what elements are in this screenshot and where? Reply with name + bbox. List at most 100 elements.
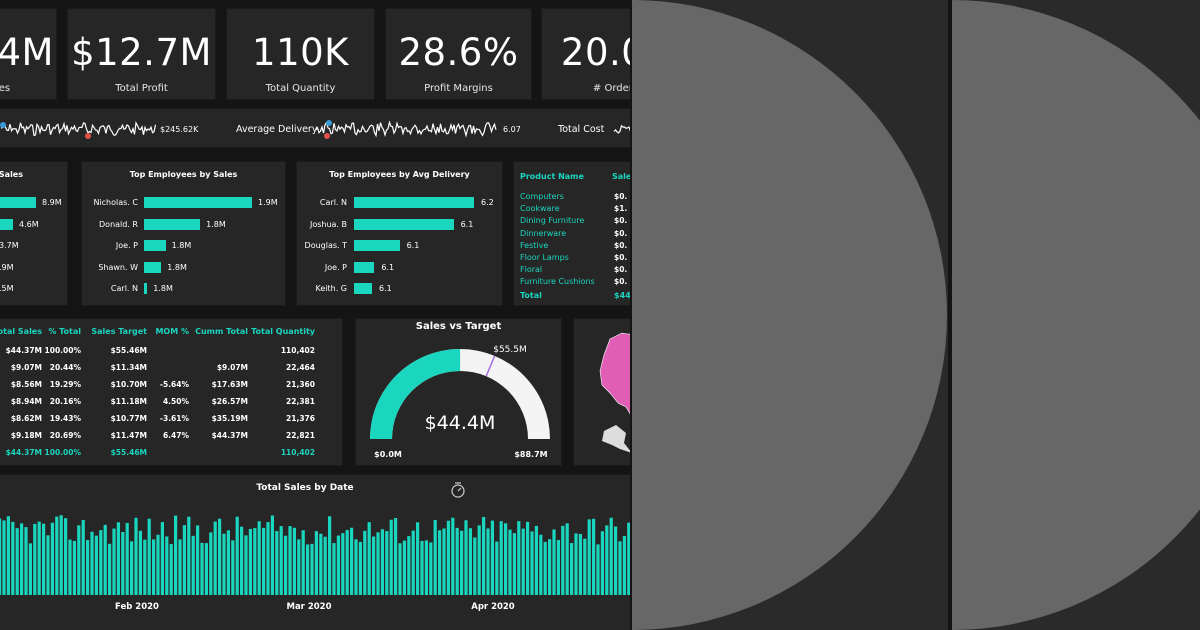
date-bar — [191, 535, 195, 595]
date-bar — [363, 530, 367, 595]
date-bar — [37, 521, 41, 595]
chart-title: Total Sales by Date — [256, 483, 354, 493]
date-bar — [451, 517, 455, 595]
product-sales-cell: $0. — [614, 240, 628, 250]
date-bar — [301, 530, 305, 595]
date-bar — [248, 528, 252, 595]
date-bar — [209, 532, 213, 595]
date-bar — [2, 520, 6, 595]
date-bar — [477, 525, 481, 595]
chart-title: y Sales — [0, 170, 23, 179]
total-cell: $55.46M — [110, 448, 147, 457]
date-bar — [253, 528, 257, 595]
date-bar — [42, 523, 46, 595]
product-name-cell: Computers — [520, 192, 564, 201]
date-bar — [350, 527, 354, 595]
column-header: Total Sales — [0, 327, 42, 336]
sales-bar-chart-partial: y Sales 8.9M 4.6M 3.7M .9M .5M — [0, 161, 68, 306]
bar-value-label: 1.8M — [206, 219, 226, 229]
date-bar — [592, 518, 596, 595]
bar — [354, 261, 375, 273]
date-bar — [310, 543, 314, 595]
kpi-value: 110K — [252, 31, 349, 74]
date-bar — [517, 521, 521, 595]
date-bar — [622, 536, 626, 595]
date-bar — [59, 515, 63, 595]
dashboard-screenshot: $44.4M Total Sales $12.7M Total Profit 1… — [0, 8, 630, 630]
alaska-shape — [602, 425, 630, 453]
date-bar — [530, 531, 534, 595]
table-cell: $11.18M — [110, 397, 147, 406]
date-bar — [442, 528, 446, 595]
bar — [354, 283, 372, 294]
bar-category-label: Nicholas. C — [93, 198, 138, 207]
total-cell: 100.00% — [44, 448, 81, 457]
table-cell: $11.47M — [110, 431, 147, 440]
date-bar — [178, 539, 182, 595]
column-header: MOM % — [155, 327, 189, 336]
date-bar — [411, 530, 415, 595]
date-bar — [534, 525, 538, 595]
table-cell: 20.44% — [49, 363, 81, 372]
bar-value-label: 3.7M — [0, 241, 19, 250]
date-bar — [138, 530, 142, 595]
date-bar — [270, 515, 274, 595]
kpi-value: $44.4M — [0, 31, 54, 74]
date-bar — [50, 522, 54, 595]
date-bar — [64, 518, 68, 595]
date-bar — [521, 528, 525, 595]
date-bar — [77, 525, 81, 595]
date-bar — [108, 543, 112, 595]
kpi-orders: 20.0K # Orders — [541, 8, 630, 100]
total-cell: 110,402 — [280, 448, 315, 457]
product-name-cell: Furniture Cushions — [520, 277, 595, 287]
sparkline-svg: $245.62K Average Delivery 6.07 Total Cos… — [0, 120, 630, 139]
date-bar — [561, 525, 565, 595]
sparkline-max-dot — [0, 122, 6, 128]
date-bar — [446, 520, 450, 595]
table-cell: 22,821 — [286, 431, 315, 440]
date-bar — [600, 531, 604, 595]
date-bar — [574, 533, 578, 595]
gauge-svg: $44.4M $55.5M $0.0M $88.7M — [370, 345, 550, 459]
month-label: Feb 2020 — [115, 602, 159, 612]
column-header: Sales Target — [91, 327, 147, 336]
date-bar — [464, 520, 468, 595]
date-bar — [482, 516, 486, 595]
date-bar — [578, 533, 582, 595]
side-panel-right — [952, 0, 1200, 630]
top-employees-sales-chart: Top Employees by Sales Nicholas. C 1.9M Do… — [81, 161, 286, 306]
date-bar — [28, 543, 32, 595]
kpi-label: Profit Margins — [424, 83, 493, 94]
table-cell: $35.19M — [211, 414, 248, 423]
date-bar — [200, 542, 204, 595]
date-bar — [565, 523, 569, 595]
date-bar — [407, 536, 411, 595]
bar-value-label: 1.8M — [153, 284, 173, 293]
date-bar — [420, 540, 424, 595]
date-bar — [6, 516, 10, 595]
bar — [144, 283, 148, 294]
date-bar — [332, 543, 336, 595]
date-bar — [495, 541, 499, 595]
sales-by-date-chart: Total Sales by Date Feb 2020 Mar 2020 Ap… — [0, 474, 630, 630]
date-bar — [367, 522, 371, 595]
date-bar — [257, 521, 261, 595]
kpi-value: 20.0K — [560, 31, 630, 74]
date-bar — [570, 543, 574, 595]
date-bar — [376, 532, 380, 595]
sparkline-min-dot — [85, 133, 91, 139]
date-bar — [583, 538, 587, 595]
date-bar — [587, 519, 591, 595]
date-bar — [55, 516, 59, 595]
bar-value-label: 1.8M — [167, 262, 187, 272]
table-cell: $9.07M — [10, 363, 42, 372]
table-cell: -5.64% — [159, 380, 189, 389]
date-bar — [165, 536, 169, 595]
date-bar — [336, 535, 340, 595]
date-bar — [486, 528, 490, 595]
focus-mode-icon[interactable] — [448, 480, 468, 500]
date-bar — [130, 541, 134, 595]
sparkline-strip: $245.62K Average Delivery 6.07 Total Cos… — [0, 108, 630, 148]
total-value: $44. — [614, 291, 630, 300]
